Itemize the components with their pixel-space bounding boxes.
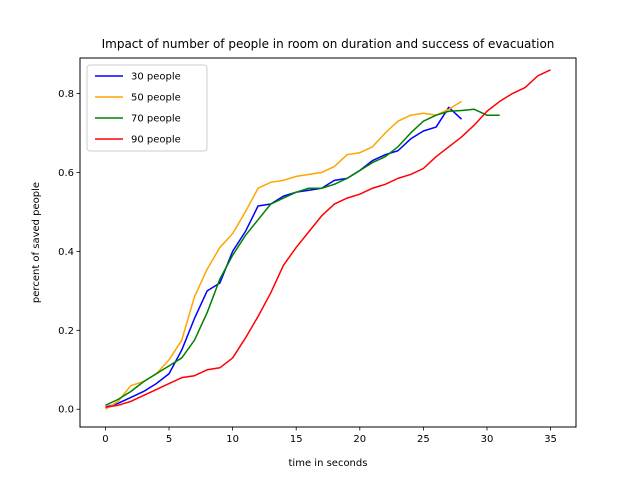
series-line-50-people [105,100,462,410]
x-tick-label: 15 [290,434,303,445]
legend-label: 90 people [131,135,181,146]
y-tick-label: 0.8 [58,89,74,100]
series-lines [105,69,551,410]
x-tick-label: 30 [481,434,494,445]
x-axis-label: time in seconds [289,458,368,469]
x-tick-label: 35 [544,434,557,445]
legend-label: 30 people [131,72,181,83]
plot-frame [79,57,577,428]
y-tick-label: 0.0 [58,405,74,416]
legend-box [86,64,208,152]
series-line-70-people [105,108,500,406]
y-tick-label: 0.2 [58,326,74,337]
axis-ticks: 0 5 10 15 20 25 30 35 0.0 0.2 0.4 0.6 0.8 [58,89,557,445]
x-tick-label: 25 [417,434,430,445]
x-tick-label: 10 [226,434,239,445]
legend-label: 70 people [131,114,181,125]
x-tick-label: 0 [102,434,108,445]
legend: 30 people 50 people 70 people 90 people [86,64,208,152]
y-tick-label: 0.4 [58,247,74,258]
legend-label: 50 people [131,93,181,104]
series-line-30-people [105,106,463,408]
series-line-90-people [105,69,551,409]
y-axis-label: percent of saved people [31,182,42,303]
x-tick-label: 20 [353,434,366,445]
x-tick-label: 5 [166,434,172,445]
y-tick-label: 0.6 [58,168,74,179]
chart-title: Impact of number of people in room on du… [102,37,555,51]
